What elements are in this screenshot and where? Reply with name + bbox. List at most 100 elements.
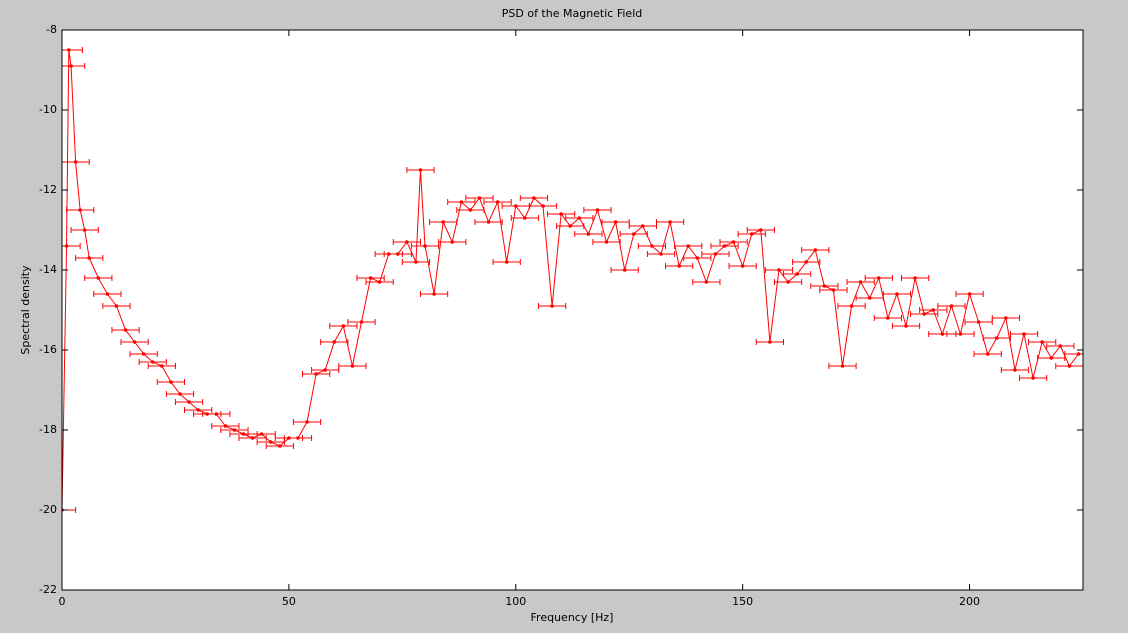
data-point bbox=[278, 444, 282, 448]
data-point bbox=[504, 260, 509, 264]
data-point bbox=[686, 244, 691, 248]
data-point bbox=[613, 220, 618, 224]
data-point bbox=[804, 260, 808, 264]
y-axis-label: Spectral density bbox=[19, 265, 32, 355]
data-point bbox=[740, 264, 745, 268]
data-point bbox=[595, 208, 600, 212]
data-point bbox=[323, 368, 327, 372]
data-point bbox=[577, 216, 582, 220]
data-point bbox=[650, 244, 654, 248]
x-tick-label: 100 bbox=[505, 595, 526, 608]
data-point bbox=[922, 312, 926, 316]
data-point bbox=[223, 424, 228, 428]
axes-box bbox=[61, 29, 1084, 591]
data-point bbox=[196, 408, 200, 412]
data-point bbox=[786, 280, 790, 284]
data-point bbox=[1058, 344, 1063, 348]
data-point bbox=[187, 400, 191, 404]
x-tick-label: 0 bbox=[59, 595, 66, 608]
data-point bbox=[432, 292, 436, 296]
data-point bbox=[604, 240, 609, 244]
data-point bbox=[418, 168, 423, 172]
data-point bbox=[1031, 376, 1035, 380]
data-point bbox=[704, 280, 709, 284]
data-point bbox=[123, 328, 128, 332]
data-point bbox=[831, 288, 836, 292]
data-point bbox=[713, 252, 718, 256]
data-point bbox=[73, 160, 78, 164]
data-point bbox=[1067, 364, 1072, 368]
data-point bbox=[69, 64, 73, 68]
data-point bbox=[541, 204, 545, 208]
data-point bbox=[631, 232, 636, 236]
data-point bbox=[359, 320, 364, 324]
x-tick-label: 200 bbox=[959, 595, 980, 608]
data-point bbox=[305, 420, 309, 424]
data-point bbox=[913, 276, 917, 280]
plot-layer bbox=[62, 47, 1083, 513]
data-point bbox=[840, 364, 845, 368]
data-point bbox=[813, 248, 818, 252]
data-point bbox=[994, 336, 999, 340]
data-point bbox=[423, 244, 427, 248]
data-point bbox=[1076, 352, 1081, 356]
data-point bbox=[368, 276, 373, 280]
data-point bbox=[985, 352, 990, 356]
data-point bbox=[132, 340, 137, 344]
plot-area bbox=[62, 30, 1083, 590]
data-point bbox=[395, 252, 400, 256]
data-point bbox=[659, 252, 663, 256]
data-point bbox=[1049, 356, 1054, 360]
data-point bbox=[150, 360, 155, 364]
data-point bbox=[895, 292, 899, 296]
data-point bbox=[232, 428, 237, 432]
data-point bbox=[1004, 316, 1008, 320]
data-point bbox=[459, 200, 464, 204]
data-point bbox=[777, 268, 781, 272]
data-point bbox=[1013, 368, 1017, 372]
data-point bbox=[641, 224, 645, 228]
data-point bbox=[350, 364, 355, 368]
y-tick-label: -18 bbox=[39, 423, 57, 436]
data-point bbox=[1040, 340, 1044, 344]
data-point bbox=[87, 256, 92, 260]
data-point bbox=[867, 296, 872, 300]
data-point bbox=[468, 208, 473, 212]
error-bar bbox=[62, 507, 77, 513]
data-point bbox=[82, 228, 87, 232]
y-tick-label: -14 bbox=[39, 263, 57, 276]
y-tick-label: -8 bbox=[46, 23, 57, 36]
data-point bbox=[722, 244, 727, 248]
y-tick-label: -16 bbox=[39, 343, 57, 356]
y-tick-label: -10 bbox=[39, 103, 57, 116]
data-point bbox=[250, 436, 255, 440]
data-point bbox=[259, 432, 264, 436]
data-point bbox=[532, 196, 536, 200]
data-point bbox=[586, 232, 591, 236]
data-point bbox=[486, 220, 491, 224]
data-point bbox=[141, 352, 146, 356]
y-tick-label: -12 bbox=[39, 183, 57, 196]
data-point bbox=[550, 304, 554, 308]
data-point bbox=[768, 340, 772, 344]
data-point bbox=[559, 212, 563, 216]
data-point bbox=[940, 332, 945, 336]
data-point bbox=[160, 364, 164, 368]
data-point bbox=[886, 316, 890, 320]
data-point bbox=[296, 436, 300, 440]
data-point bbox=[64, 244, 69, 248]
data-point bbox=[731, 240, 736, 244]
data-point bbox=[241, 432, 246, 436]
data-point bbox=[78, 208, 82, 212]
data-point bbox=[931, 308, 936, 312]
data-point bbox=[441, 220, 445, 224]
data-point bbox=[877, 276, 881, 280]
data-point bbox=[967, 292, 972, 296]
data-point bbox=[96, 276, 101, 280]
data-point bbox=[668, 220, 672, 224]
data-point bbox=[523, 216, 527, 220]
data-point bbox=[495, 200, 500, 204]
data-point bbox=[677, 264, 681, 268]
